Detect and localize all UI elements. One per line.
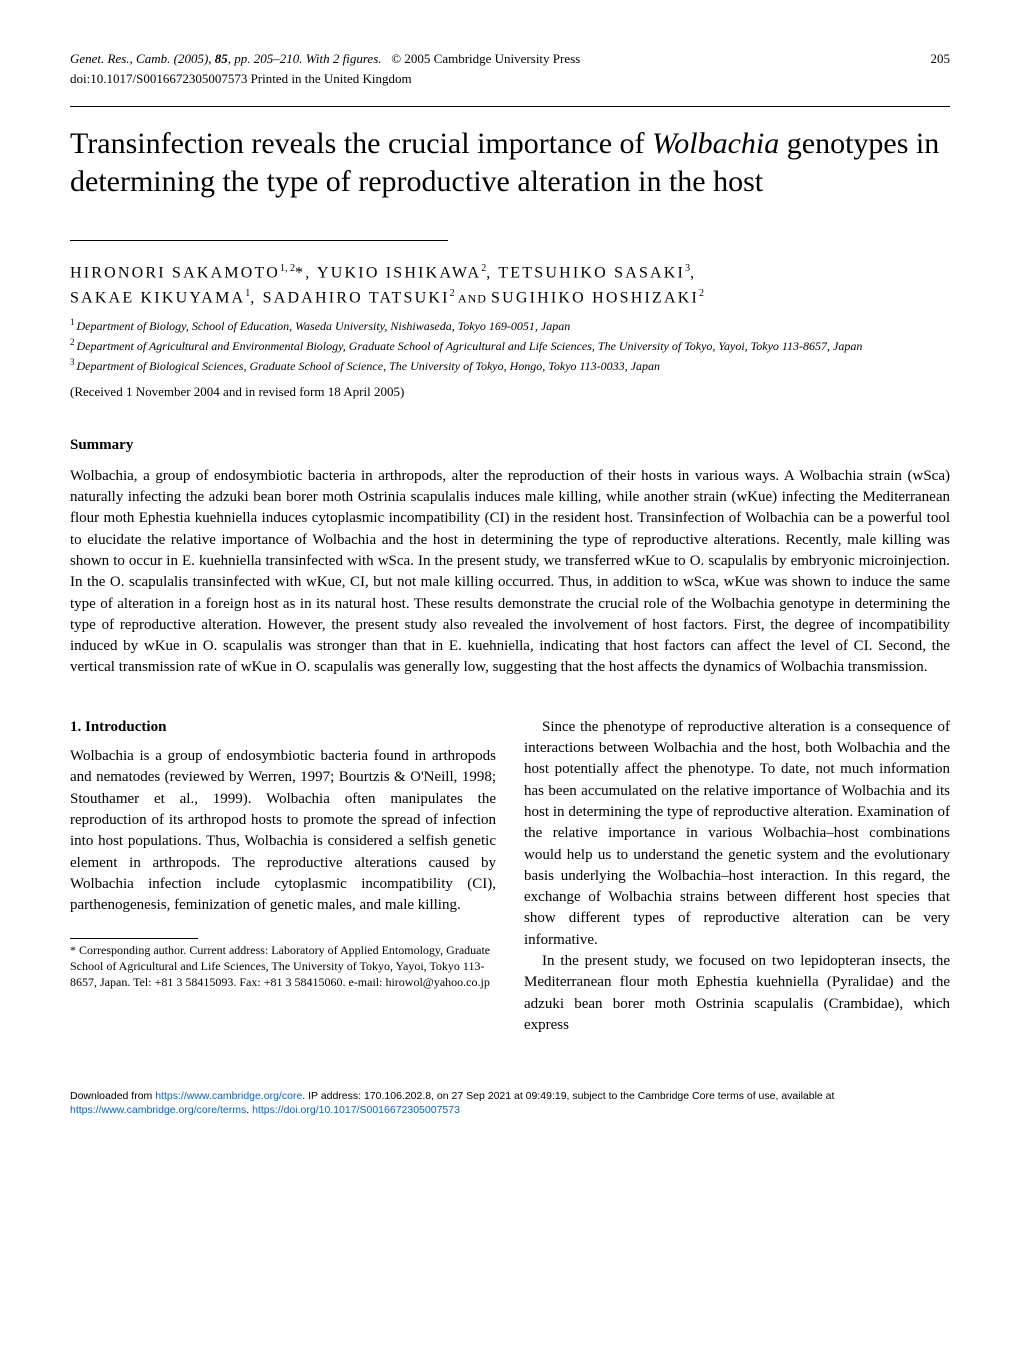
two-column-body: 1. Introduction Wolbachia is a group of … xyxy=(70,717,950,1036)
summary-body: Wolbachia, a group of endosymbiotic bact… xyxy=(70,466,950,679)
download-mid1: . IP address: 170.106.202.8, on 27 Sep 2… xyxy=(302,1090,834,1102)
author-5: SADAHIRO TATSUKI xyxy=(263,289,450,306)
author-1-star: *, xyxy=(295,265,317,282)
download-pre: Downloaded from xyxy=(70,1090,155,1102)
running-head: Genet. Res., Camb. (2005), 85, pp. 205–2… xyxy=(70,50,950,68)
intro-para-right-1: Since the phenotype of reproductive alte… xyxy=(524,717,950,951)
author-1: HIRONORI SAKAMOTO xyxy=(70,265,280,282)
author-3: TETSUHIKO SASAKI xyxy=(498,265,685,282)
author-4: SAKAE KIKUYAMA xyxy=(70,289,245,306)
footnote-rule xyxy=(70,938,198,939)
author-rule xyxy=(70,240,448,241)
received-line: (Received 1 November 2004 and in revised… xyxy=(70,383,950,401)
journal-year: (2005) xyxy=(174,51,209,66)
left-column: 1. Introduction Wolbachia is a group of … xyxy=(70,717,496,1036)
page-number: 205 xyxy=(931,50,951,68)
author-6: SUGIHIKO HOSHIZAKI xyxy=(491,289,699,306)
download-link-3[interactable]: https://doi.org/10.1017/S001667230500757… xyxy=(252,1104,460,1116)
affiliation-1: 1Department of Biology, School of Educat… xyxy=(70,316,950,334)
copyright: © 2005 Cambridge University Press xyxy=(391,51,580,66)
article-title: Transinfection reveals the crucial impor… xyxy=(70,125,950,200)
figures: With 2 figures. xyxy=(306,51,382,66)
volume: 85 xyxy=(215,51,228,66)
author-and: AND xyxy=(455,291,491,305)
download-footer: Downloaded from https://www.cambridge.or… xyxy=(70,1090,950,1117)
pages: pp. 205–210. xyxy=(234,51,302,66)
author-1-sup: 1, 2 xyxy=(280,263,295,274)
summary-heading: Summary xyxy=(70,435,950,456)
top-rule xyxy=(70,106,950,107)
author-6-sup: 2 xyxy=(699,288,704,299)
author-2: YUKIO ISHIKAWA xyxy=(317,265,481,282)
intro-para-right-2: In the present study, we focused on two … xyxy=(524,951,950,1036)
title-pre: Transinfection reveals the crucial impor… xyxy=(70,127,652,160)
corresponding-footnote: * Corresponding author. Current address:… xyxy=(70,943,496,990)
right-column: Since the phenotype of reproductive alte… xyxy=(524,717,950,1036)
doi: doi:10.1017/S0016672305007573 Printed in… xyxy=(70,70,950,88)
title-italic: Wolbachia xyxy=(652,127,779,160)
download-link-2[interactable]: https://www.cambridge.org/core/terms xyxy=(70,1104,246,1116)
journal-ref: Genet. Res., Camb. (2005), 85, pp. 205–2… xyxy=(70,50,580,68)
affiliation-3: 3Department of Biological Sciences, Grad… xyxy=(70,356,950,374)
intro-para-left: Wolbachia is a group of endosymbiotic ba… xyxy=(70,746,496,916)
journal-name: Genet. Res., Camb. xyxy=(70,51,170,66)
intro-heading: 1. Introduction xyxy=(70,717,496,738)
affiliation-2: 2Department of Agricultural and Environm… xyxy=(70,336,950,354)
author-list: HIRONORI SAKAMOTO1, 2*, YUKIO ISHIKAWA2,… xyxy=(70,261,950,310)
download-link-1[interactable]: https://www.cambridge.org/core xyxy=(155,1090,302,1102)
